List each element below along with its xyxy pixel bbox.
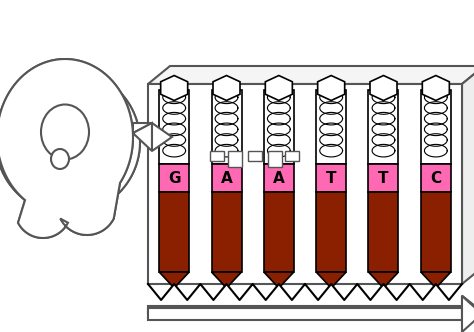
Bar bbox=[228, 151, 242, 167]
Circle shape bbox=[0, 70, 140, 214]
Bar bbox=[148, 308, 462, 320]
Polygon shape bbox=[211, 272, 241, 288]
Polygon shape bbox=[0, 59, 152, 238]
Polygon shape bbox=[462, 296, 474, 332]
Polygon shape bbox=[421, 272, 451, 288]
Bar bbox=[159, 164, 189, 192]
Polygon shape bbox=[368, 272, 399, 288]
Bar bbox=[211, 164, 241, 192]
Circle shape bbox=[56, 144, 80, 168]
Ellipse shape bbox=[51, 149, 69, 169]
Polygon shape bbox=[213, 75, 240, 101]
Bar bbox=[264, 192, 294, 272]
Bar bbox=[368, 90, 399, 164]
Polygon shape bbox=[264, 272, 294, 288]
Bar bbox=[264, 164, 294, 192]
Polygon shape bbox=[422, 75, 449, 101]
Polygon shape bbox=[318, 75, 345, 101]
Bar bbox=[248, 151, 262, 161]
Bar bbox=[211, 192, 241, 272]
Polygon shape bbox=[0, 59, 152, 238]
Bar bbox=[421, 164, 451, 192]
Bar bbox=[285, 151, 299, 161]
Polygon shape bbox=[159, 272, 189, 288]
Polygon shape bbox=[148, 284, 462, 332]
Bar bbox=[368, 164, 399, 192]
Bar bbox=[421, 90, 451, 164]
Bar bbox=[421, 192, 451, 272]
Bar bbox=[210, 151, 224, 161]
Bar bbox=[159, 90, 189, 164]
Circle shape bbox=[38, 112, 98, 172]
Bar bbox=[264, 90, 294, 164]
Polygon shape bbox=[148, 66, 474, 84]
Bar bbox=[316, 90, 346, 164]
Text: A: A bbox=[273, 171, 285, 186]
Bar bbox=[316, 192, 346, 272]
Bar bbox=[148, 306, 462, 314]
Polygon shape bbox=[152, 123, 172, 151]
Polygon shape bbox=[161, 75, 188, 101]
Polygon shape bbox=[148, 84, 462, 284]
Polygon shape bbox=[316, 272, 346, 288]
Bar bbox=[211, 90, 241, 164]
Text: C: C bbox=[430, 171, 441, 186]
Polygon shape bbox=[0, 70, 140, 214]
Polygon shape bbox=[462, 295, 474, 324]
Text: A: A bbox=[220, 171, 232, 186]
Text: T: T bbox=[378, 171, 389, 186]
Polygon shape bbox=[265, 75, 292, 101]
Bar bbox=[268, 151, 282, 167]
Bar bbox=[316, 164, 346, 192]
Text: T: T bbox=[326, 171, 337, 186]
Bar bbox=[368, 192, 399, 272]
Polygon shape bbox=[370, 75, 397, 101]
Text: G: G bbox=[168, 171, 181, 186]
Polygon shape bbox=[462, 66, 474, 284]
Bar bbox=[159, 192, 189, 272]
Ellipse shape bbox=[41, 105, 89, 159]
